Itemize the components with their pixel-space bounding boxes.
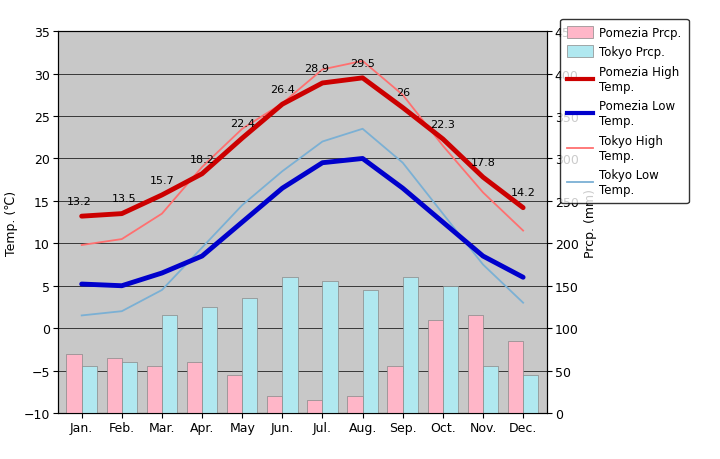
Text: 15.7: 15.7 (150, 175, 174, 185)
Bar (147, 367, 162, 413)
Text: 26.4: 26.4 (270, 85, 294, 95)
Bar (468, 316, 483, 413)
Bar (107, 358, 122, 413)
Text: 18.2: 18.2 (189, 154, 215, 164)
Bar (323, 282, 338, 413)
Legend: Pomezia Prcp., Tokyo Prcp., Pomezia High
Temp., Pomezia Low
Temp., Tokyo High
Te: Pomezia Prcp., Tokyo Prcp., Pomezia High… (560, 20, 688, 204)
Text: 13.2: 13.2 (67, 196, 92, 207)
Bar (81, 367, 97, 413)
Text: 22.4: 22.4 (230, 119, 255, 129)
Bar (122, 362, 137, 413)
Bar (242, 299, 258, 413)
Bar (347, 396, 363, 413)
Bar (186, 362, 202, 413)
Bar (523, 375, 539, 413)
Text: 14.2: 14.2 (510, 188, 536, 198)
Bar (227, 375, 242, 413)
Bar (202, 307, 217, 413)
Y-axis label: Temp. (℃): Temp. (℃) (5, 190, 18, 255)
Bar (443, 286, 458, 413)
Bar (402, 278, 418, 413)
Bar (387, 367, 402, 413)
Text: 29.5: 29.5 (350, 59, 375, 68)
Bar (428, 320, 443, 413)
Y-axis label: Prcp. (mm): Prcp. (mm) (584, 188, 598, 257)
Bar (307, 400, 323, 413)
Text: 26: 26 (396, 88, 410, 98)
Bar (363, 291, 378, 413)
Bar (508, 341, 523, 413)
Bar (267, 396, 282, 413)
Bar (162, 316, 177, 413)
Text: 22.3: 22.3 (431, 119, 455, 129)
Bar (282, 278, 297, 413)
Bar (66, 354, 81, 413)
Text: 17.8: 17.8 (471, 157, 495, 168)
Bar (483, 367, 498, 413)
Text: 13.5: 13.5 (112, 194, 136, 204)
Text: 28.9: 28.9 (304, 64, 329, 73)
